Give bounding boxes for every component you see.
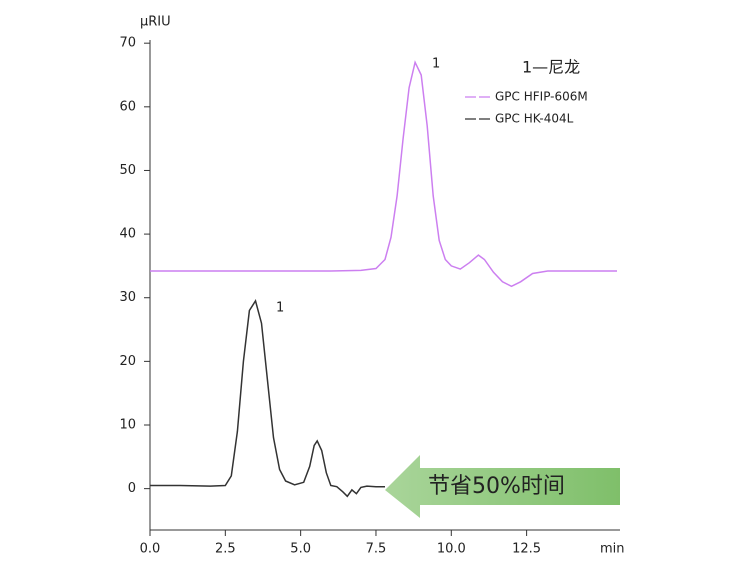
y-tick-label: 20 xyxy=(119,354,136,369)
y-tick-label: 60 xyxy=(119,99,136,114)
y-tick-label: 70 xyxy=(119,36,136,51)
arrow xyxy=(385,455,620,518)
sample-label: 1—尼龙 xyxy=(522,58,580,77)
x-tick-label: 12.5 xyxy=(512,542,541,557)
x-tick-label: 0.0 xyxy=(140,542,161,557)
y-tick-label: 50 xyxy=(119,163,136,178)
legend-label: GPC HFIP-606M xyxy=(495,90,588,104)
peak-label: 1 xyxy=(276,301,284,316)
peak-label: 1 xyxy=(432,57,440,72)
x-tick-label: 2.5 xyxy=(215,542,236,557)
x-tick-label: 10.0 xyxy=(437,542,466,557)
series-line xyxy=(150,60,617,288)
x-axis-label: min xyxy=(600,542,625,557)
legend-label: GPC HK-404L xyxy=(495,112,574,126)
y-tick-label: 0 xyxy=(128,481,136,496)
x-tick-label: 7.5 xyxy=(366,542,387,557)
x-tick-label: 5.0 xyxy=(290,542,311,557)
y-tick-label: 30 xyxy=(119,290,136,305)
series-line xyxy=(150,299,385,498)
y-tick-label: 10 xyxy=(119,418,136,433)
y-tick-label: 40 xyxy=(119,227,136,242)
arrow-text: 节省50%时间 xyxy=(428,474,565,499)
y-axis-label: μRIU xyxy=(140,15,171,30)
